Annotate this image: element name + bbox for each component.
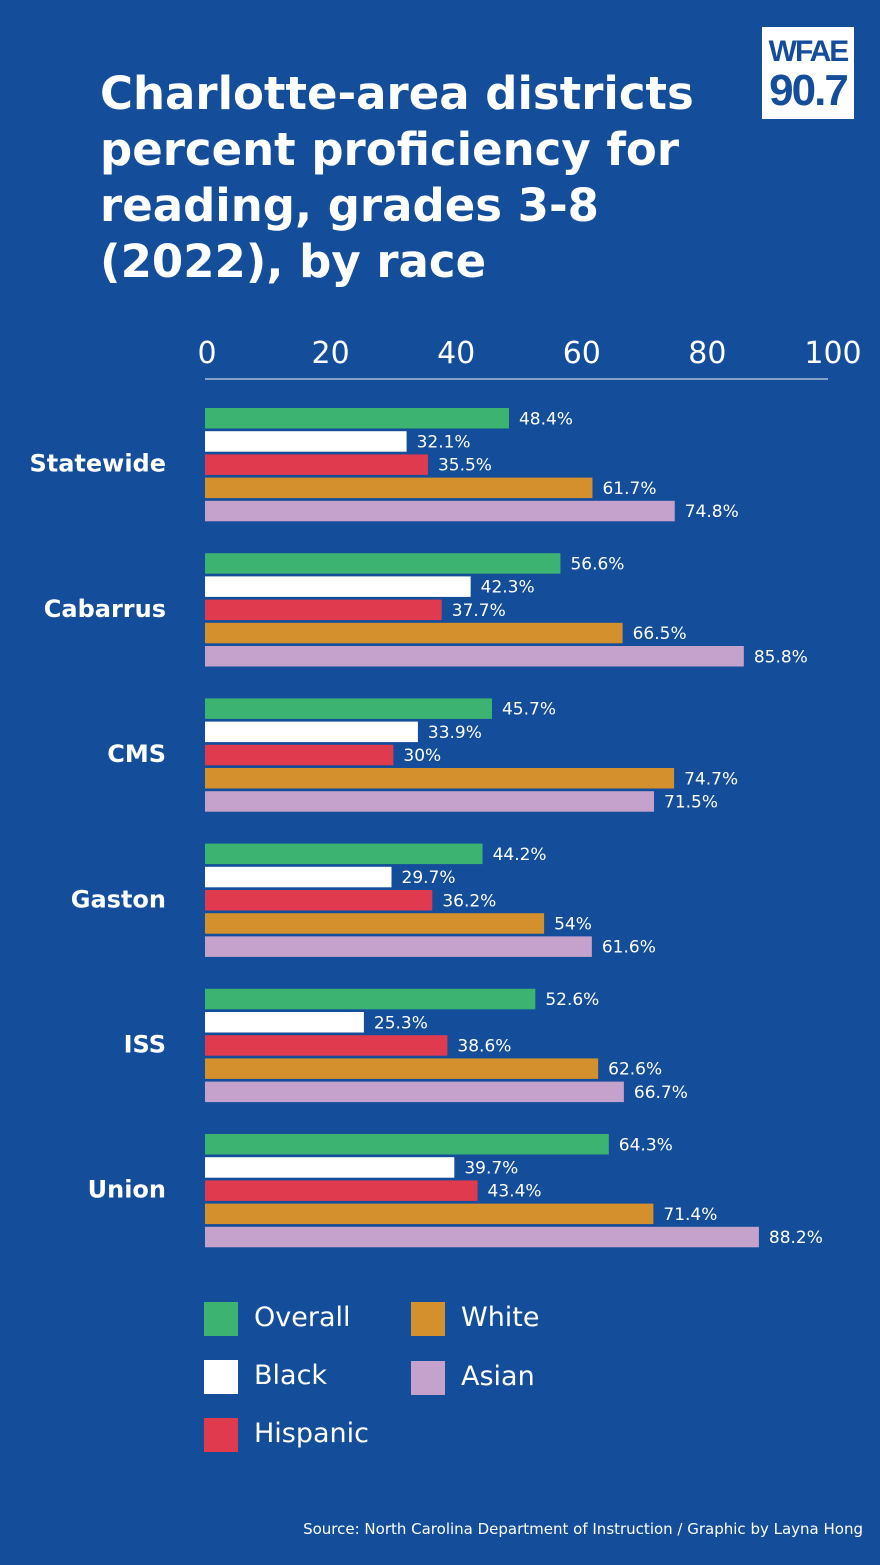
logo-line-1: WFAE — [768, 35, 850, 68]
x-tick-label: 40 — [437, 336, 475, 371]
bar-asian — [205, 500, 675, 522]
category-label: Gaston — [71, 885, 166, 913]
legend-label: Overall — [254, 1302, 351, 1333]
data-label: 61.7% — [602, 479, 656, 499]
bar-overall — [205, 1134, 609, 1155]
bar-asian — [205, 791, 655, 812]
data-label: 33.9% — [428, 723, 482, 743]
logo-line-2: 90.7 — [769, 66, 849, 115]
x-tick-label: 0 — [197, 336, 216, 371]
bar-hispanic — [205, 599, 442, 621]
bar-hispanic — [205, 1035, 448, 1056]
bar-overall — [205, 988, 536, 1010]
category-label: CMS — [107, 740, 166, 768]
data-label: 48.4% — [519, 409, 573, 429]
bar-black — [205, 431, 407, 452]
bar-asian — [205, 1081, 624, 1103]
bar-black — [205, 1157, 455, 1178]
data-label: 71.4% — [663, 1205, 717, 1225]
legend-label: Black — [254, 1360, 328, 1391]
bar-white — [205, 1203, 654, 1225]
bar-white — [205, 913, 545, 934]
data-label: 85.8% — [754, 647, 808, 667]
bar-black — [205, 576, 471, 597]
bar-asian — [205, 1226, 759, 1248]
bar-white — [205, 622, 623, 644]
data-label: 30% — [403, 746, 441, 766]
data-label: 61.6% — [602, 938, 656, 958]
bar-white — [205, 768, 675, 789]
data-label: 62.6% — [608, 1060, 662, 1080]
data-label: 44.2% — [493, 845, 547, 865]
bar-hispanic — [205, 454, 428, 475]
bar-hispanic — [205, 744, 394, 766]
data-label: 71.5% — [664, 792, 718, 812]
legend-label: Asian — [461, 1361, 535, 1392]
legend-label: Hispanic — [254, 1418, 370, 1449]
data-label: 29.7% — [402, 868, 456, 888]
x-tick-label: 80 — [688, 336, 726, 371]
data-label: 66.5% — [633, 624, 687, 644]
bar-overall — [205, 408, 509, 429]
category-label: ISS — [124, 1030, 166, 1058]
category-label: Union — [88, 1176, 166, 1204]
bar-overall — [205, 698, 492, 719]
data-label: 25.3% — [374, 1013, 428, 1033]
data-label: 56.6% — [570, 554, 624, 574]
legend-swatch — [411, 1302, 445, 1336]
bar-hispanic — [205, 890, 433, 911]
bar-chart: 0 20 40 60 80 100 Statewide 48.4% 32.1% 35.5% 61.7… — [29, 336, 861, 1248]
data-label: 43.4% — [488, 1182, 542, 1202]
data-label: 74.8% — [685, 502, 739, 522]
bar-white — [205, 477, 593, 499]
data-label: 74.7% — [684, 769, 738, 789]
chart-title: Charlotte-area districts percent profici… — [100, 67, 694, 288]
legend-swatch — [204, 1418, 238, 1452]
source-note: Source: North Carolina Department of Ins… — [303, 1520, 863, 1538]
wfae-logo: WFAE 90.7 — [762, 27, 854, 119]
data-label: 88.2% — [769, 1228, 823, 1248]
bar-hispanic — [205, 1180, 478, 1201]
bar-overall — [205, 843, 483, 865]
data-label: 37.7% — [452, 601, 506, 621]
data-label: 38.6% — [457, 1036, 511, 1056]
data-label: 35.5% — [438, 456, 492, 476]
legend-swatch — [204, 1302, 238, 1336]
data-label: 54% — [554, 914, 592, 934]
data-label: 39.7% — [464, 1158, 518, 1178]
data-label: 66.7% — [634, 1083, 688, 1103]
category-label: Cabarrus — [44, 595, 166, 623]
data-label: 32.1% — [417, 432, 471, 452]
bar-black — [205, 1012, 364, 1033]
data-label: 42.3% — [481, 578, 535, 598]
bar-asian — [205, 646, 744, 667]
data-label: 45.7% — [502, 700, 556, 720]
bar-black — [205, 866, 392, 888]
bar-asian — [205, 936, 592, 957]
data-label: 64.3% — [619, 1135, 673, 1155]
category-label: Statewide — [29, 450, 166, 478]
legend-swatch — [204, 1360, 238, 1394]
legend-swatch — [411, 1361, 445, 1395]
legend-label: White — [461, 1302, 540, 1333]
x-tick-label: 60 — [563, 336, 601, 371]
data-label: 36.2% — [442, 891, 496, 911]
bar-overall — [205, 553, 561, 574]
x-tick-label: 20 — [312, 336, 350, 371]
bar-white — [205, 1058, 599, 1079]
x-tick-label: 100 — [804, 336, 861, 371]
bar-black — [205, 721, 418, 743]
data-label: 52.6% — [545, 990, 599, 1010]
